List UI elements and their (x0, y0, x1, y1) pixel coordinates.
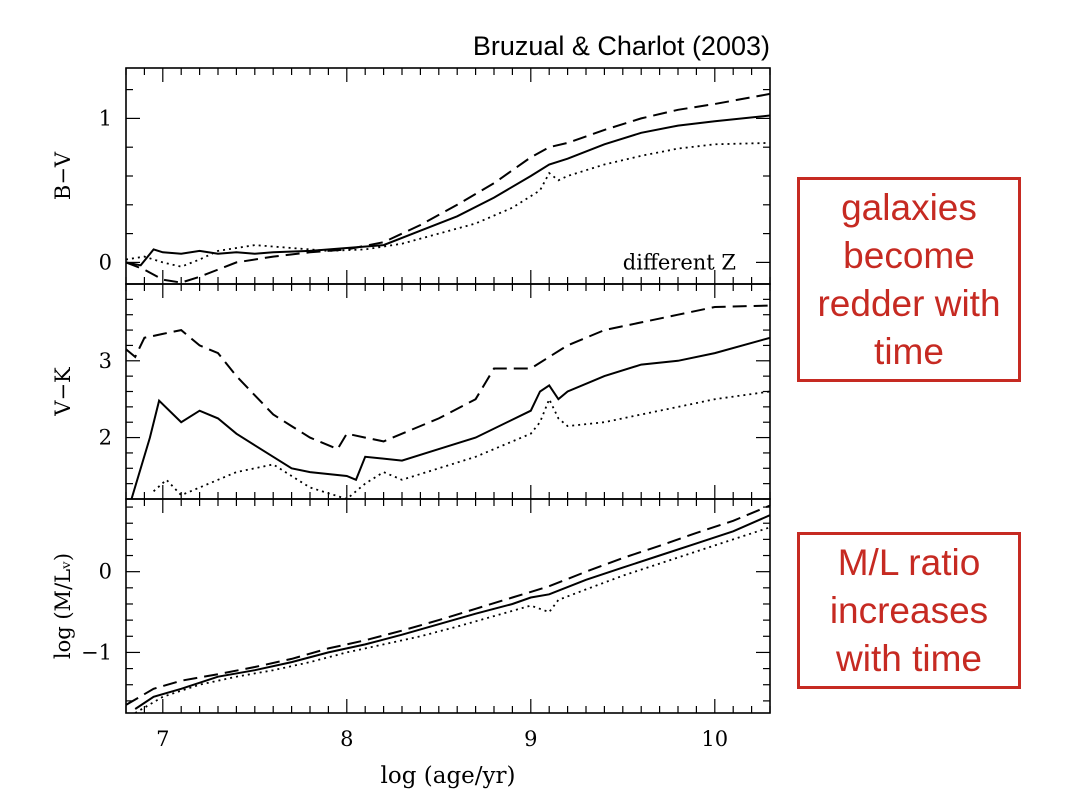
y-tick-label: −1 (81, 640, 112, 664)
y-axis-label: B−V (51, 151, 75, 200)
chart-title: Bruzual & Charlot (2003) (473, 31, 770, 61)
y-axis-label: log (M/Lᵥ) (51, 553, 75, 659)
x-tick-label: 10 (701, 727, 728, 751)
x-tick-label: 7 (156, 727, 169, 751)
series-solid-line (130, 336, 770, 499)
callout-ml-text: M/L ratio increases with time (829, 541, 989, 679)
y-tick-label: 0 (99, 560, 112, 584)
series-dotted-line (153, 390, 770, 499)
series-dotted-line (134, 526, 770, 713)
series-dashed-line (126, 304, 770, 451)
callout-redder: galaxies become redder with time (797, 177, 1021, 382)
y-axis-label: V−K (51, 367, 75, 417)
x-axis-label: log (age/yr) (381, 763, 516, 789)
series-dotted-line (126, 142, 770, 268)
series-dashed-line (126, 504, 770, 706)
y-tick-label: 0 (99, 250, 112, 274)
x-tick-label: 8 (340, 727, 353, 751)
series-solid-line (126, 114, 770, 267)
series-solid-line (134, 514, 770, 710)
x-tick-label: 9 (524, 727, 537, 751)
callout-redder-text: galaxies become redder with time (817, 186, 1001, 372)
callout-ml-ratio: M/L ratio increases with time (797, 532, 1021, 689)
y-tick-label: 3 (99, 349, 112, 373)
y-tick-label: 2 (99, 426, 112, 450)
y-tick-label: 1 (99, 106, 112, 130)
panel-annotation: different Z (623, 250, 736, 274)
series-dashed-line (126, 92, 770, 284)
panel-3-frame (125, 498, 771, 714)
